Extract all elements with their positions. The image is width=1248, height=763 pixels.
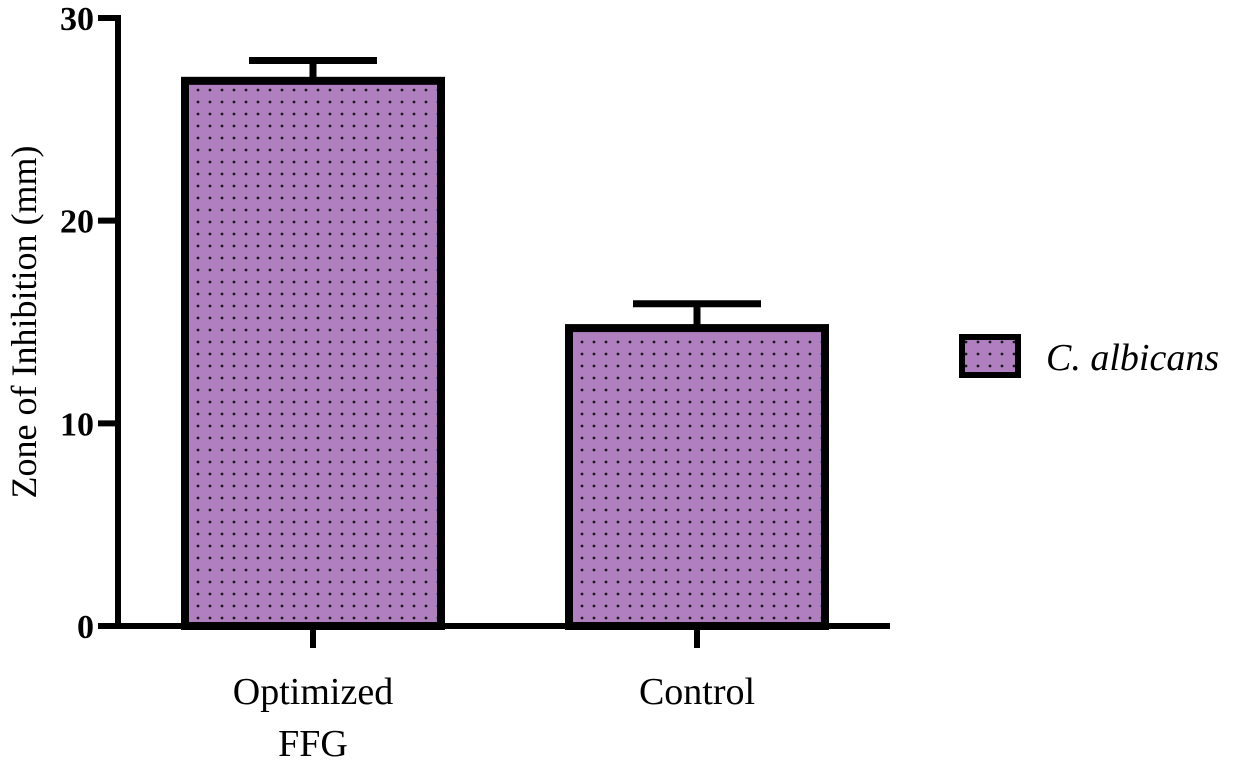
bar: [181, 76, 445, 631]
y-tick-label: 20: [60, 204, 94, 241]
x-tick-label: Control: [639, 671, 755, 713]
x-tick-label: Optimized FFG: [233, 671, 393, 763]
legend-label: C. albicans: [1046, 337, 1219, 379]
x-tick-label-line: Optimized: [233, 671, 393, 713]
legend: C. albicans: [959, 334, 1219, 379]
legend-swatch: [959, 334, 1021, 378]
plot-area: Optimized FFG Control 0 10 20 30: [60, 1, 890, 763]
y-tick-label: 10: [60, 406, 94, 443]
y-tick-label: 0: [77, 609, 94, 646]
y-axis-title: Zone of Inhibition (mm): [4, 146, 44, 499]
y-tick-label: 30: [60, 1, 94, 38]
x-tick-label-line: FFG: [278, 723, 348, 763]
x-tick-label-line: Control: [639, 671, 755, 713]
bar: [565, 324, 829, 630]
